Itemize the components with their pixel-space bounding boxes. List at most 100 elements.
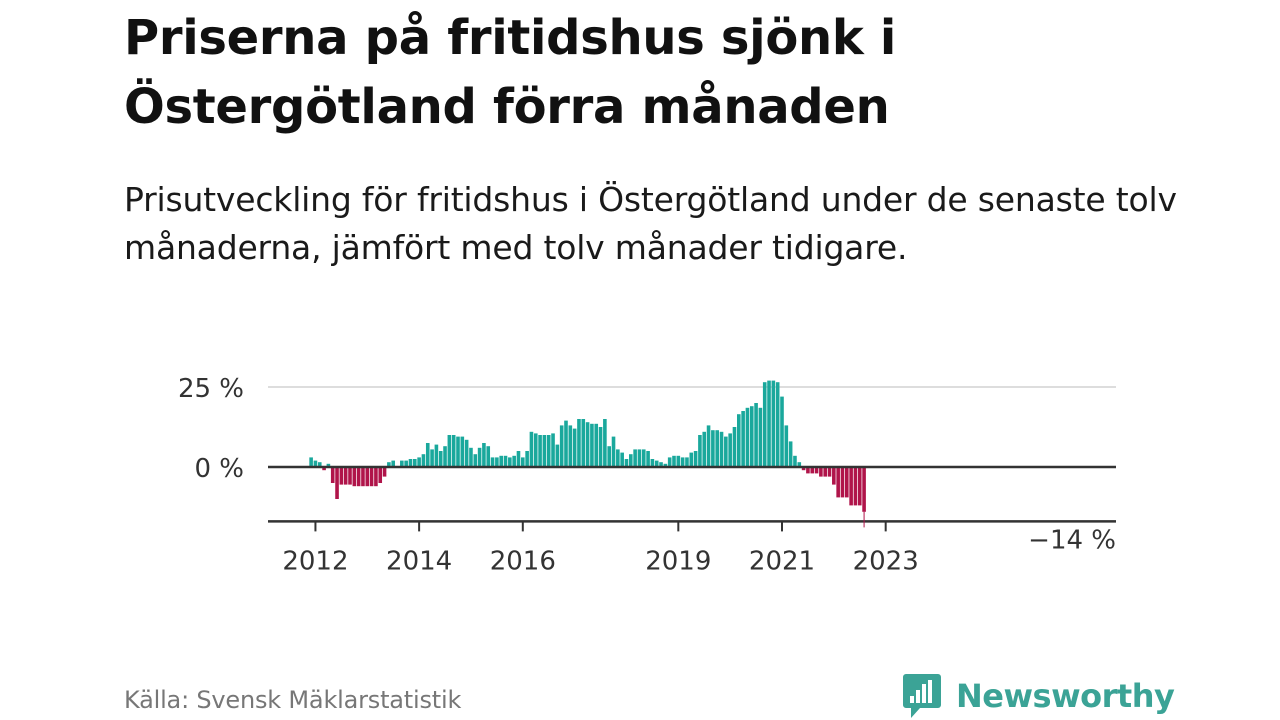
- bar: [775, 382, 780, 467]
- newsworthy-logo-icon: [903, 674, 941, 718]
- bar: [326, 463, 331, 467]
- bar: [762, 382, 767, 467]
- bar: [650, 459, 655, 467]
- bar: [611, 436, 616, 467]
- bar: [689, 452, 694, 467]
- bar: [758, 407, 763, 467]
- bar: [516, 451, 521, 467]
- bar: [533, 433, 538, 467]
- bar: [529, 431, 534, 467]
- bar: [473, 454, 478, 467]
- bar: [702, 431, 707, 467]
- x-tick-label: 2021: [749, 546, 815, 576]
- chart-title: Priserna på fritidshus sjönk i Östergötl…: [124, 10, 897, 135]
- bar: [361, 467, 365, 487]
- x-tick-label: 2014: [386, 546, 452, 576]
- bar: [391, 460, 395, 467]
- bar: [801, 467, 806, 471]
- bar: [577, 419, 581, 467]
- bar: [374, 467, 378, 487]
- bar: [784, 425, 789, 467]
- bar: [780, 396, 784, 467]
- bar: [521, 457, 525, 467]
- bar: [430, 449, 434, 467]
- bar: [853, 467, 858, 506]
- bar: [659, 462, 663, 467]
- bar: [607, 446, 611, 467]
- bar: [490, 457, 495, 467]
- bar: [568, 425, 573, 467]
- bar: [693, 451, 698, 467]
- bar: [806, 467, 810, 474]
- bar: [646, 451, 650, 467]
- bar: [421, 454, 426, 467]
- bar: [719, 431, 724, 467]
- bar: [711, 430, 715, 467]
- bar: [542, 435, 547, 467]
- bar: [443, 446, 447, 467]
- bar: [559, 425, 564, 467]
- bar: [819, 467, 823, 477]
- bar: [551, 433, 555, 467]
- bar: [814, 467, 819, 474]
- bar: [546, 435, 551, 467]
- bar: [508, 457, 512, 467]
- bar: [840, 467, 845, 498]
- bar: [464, 439, 469, 467]
- bar: [641, 449, 646, 467]
- bar: [482, 443, 486, 467]
- x-tick-label: 2023: [853, 546, 919, 576]
- bar: [845, 467, 849, 498]
- labels: 0 % 25 % 2012 2014 2016 2019 2021 2023 −14 %: [178, 374, 1119, 576]
- bar: [663, 463, 668, 467]
- bar: [525, 451, 529, 467]
- bar: [857, 467, 862, 506]
- bar: [425, 443, 430, 467]
- bar: [836, 467, 840, 498]
- bar: [382, 467, 387, 477]
- bar: [771, 380, 776, 467]
- bar: [495, 457, 499, 467]
- bar: [538, 435, 542, 467]
- bar: [849, 467, 853, 506]
- bar: [503, 455, 508, 467]
- bar: [767, 380, 771, 467]
- bar: [594, 423, 599, 467]
- bar: [620, 452, 624, 467]
- bar: [309, 457, 313, 467]
- bar: [322, 467, 326, 471]
- bar: [413, 459, 417, 467]
- bar: [706, 425, 711, 467]
- bar: [581, 419, 586, 467]
- bar: [788, 441, 793, 467]
- source-note: Källa: Svensk Mäklarstatistik: [124, 686, 462, 714]
- bar: [823, 467, 827, 477]
- bar: [512, 455, 516, 467]
- bar: [387, 462, 391, 467]
- bar: [793, 455, 797, 467]
- bar: [447, 435, 452, 467]
- bar: [633, 449, 637, 467]
- bar: [317, 462, 322, 467]
- price-change-chart: 0 % 25 % 2012 2014 2016 2019 2021 2023 −14 %: [178, 374, 1119, 576]
- bar: [564, 420, 568, 467]
- bar: [732, 427, 737, 467]
- bar: [810, 467, 815, 474]
- bar: [330, 467, 335, 483]
- bar: [335, 467, 339, 499]
- bar: [698, 435, 702, 467]
- bar: [417, 457, 421, 467]
- bar: [404, 460, 408, 467]
- x-tick-label: 2016: [490, 546, 556, 576]
- bar: [486, 446, 491, 467]
- bar: [624, 459, 629, 467]
- y-tick-label: 25 %: [178, 374, 244, 404]
- bar: [598, 427, 603, 467]
- bar: [637, 449, 642, 467]
- bar: [832, 467, 836, 485]
- bar: [469, 447, 473, 467]
- bar: [460, 436, 465, 467]
- bar: [456, 436, 460, 467]
- bar: [629, 454, 633, 467]
- bar: [585, 422, 590, 467]
